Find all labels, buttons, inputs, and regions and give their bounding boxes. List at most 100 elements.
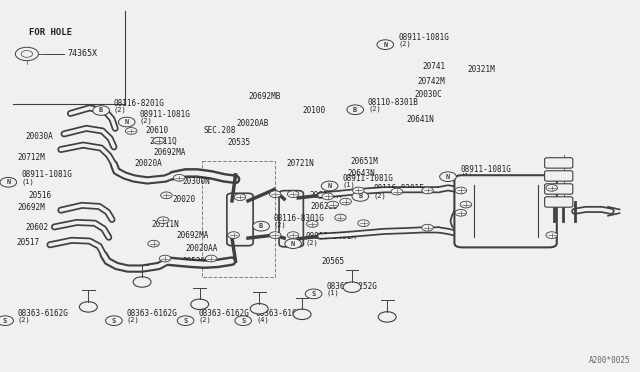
Text: 20602: 20602 — [26, 224, 49, 232]
Text: 20517: 20517 — [16, 238, 39, 247]
FancyBboxPatch shape — [279, 190, 303, 247]
Text: S: S — [184, 318, 188, 324]
Text: SEC.208: SEC.208 — [204, 126, 236, 135]
Circle shape — [177, 316, 194, 326]
Circle shape — [0, 316, 13, 326]
Text: N: N — [328, 183, 332, 189]
Circle shape — [93, 106, 109, 115]
Text: 20622D: 20622D — [310, 202, 338, 211]
Text: (2): (2) — [373, 192, 386, 199]
FancyBboxPatch shape — [545, 184, 573, 194]
Text: 08363-6162G: 08363-6162G — [127, 309, 177, 318]
Circle shape — [460, 201, 472, 208]
Circle shape — [125, 128, 137, 134]
Circle shape — [205, 255, 217, 262]
Circle shape — [173, 174, 185, 181]
Text: B: B — [353, 107, 357, 113]
Circle shape — [347, 105, 364, 115]
Text: B: B — [99, 108, 103, 113]
Text: 20741: 20741 — [422, 62, 445, 71]
Circle shape — [148, 240, 159, 247]
Circle shape — [228, 232, 239, 238]
Text: N: N — [6, 179, 10, 185]
Circle shape — [15, 47, 38, 61]
Circle shape — [253, 221, 269, 231]
Circle shape — [153, 137, 164, 144]
Text: 08911-1081G: 08911-1081G — [398, 33, 449, 42]
Circle shape — [358, 220, 369, 227]
Text: FOR HOLE: FOR HOLE — [29, 28, 72, 37]
Text: (2): (2) — [398, 41, 411, 47]
Circle shape — [546, 185, 557, 191]
Text: 20300N: 20300N — [182, 177, 210, 186]
Circle shape — [307, 221, 318, 227]
Circle shape — [352, 192, 369, 201]
Text: S: S — [112, 318, 116, 324]
Circle shape — [118, 117, 135, 127]
Circle shape — [287, 191, 299, 198]
Circle shape — [377, 40, 394, 49]
Text: 08116-8201G: 08116-8201G — [114, 99, 164, 108]
Text: B: B — [358, 193, 362, 199]
Text: 20742M: 20742M — [418, 77, 445, 86]
Text: N: N — [291, 241, 295, 247]
Text: (2): (2) — [306, 240, 319, 246]
Text: 08363-6162G: 08363-6162G — [256, 309, 307, 318]
Text: 08110-8301B: 08110-8301B — [368, 98, 419, 107]
Text: N: N — [446, 174, 450, 180]
Circle shape — [378, 312, 396, 322]
Circle shape — [546, 232, 557, 238]
Text: 20610: 20610 — [146, 126, 169, 135]
Text: 20020AB: 20020AB — [237, 119, 269, 128]
Text: 20610+A: 20610+A — [309, 191, 342, 200]
Text: B: B — [259, 223, 263, 229]
Circle shape — [293, 309, 311, 320]
Circle shape — [340, 198, 351, 205]
FancyBboxPatch shape — [227, 193, 253, 246]
Text: (2): (2) — [274, 222, 287, 228]
Circle shape — [269, 191, 281, 198]
Circle shape — [321, 181, 338, 191]
Text: (2): (2) — [368, 106, 381, 112]
Circle shape — [455, 187, 467, 194]
Text: 20692MA: 20692MA — [176, 231, 209, 240]
FancyBboxPatch shape — [545, 158, 573, 168]
Text: (2): (2) — [114, 106, 127, 113]
Circle shape — [159, 255, 171, 262]
Circle shape — [234, 194, 246, 201]
Circle shape — [343, 282, 361, 292]
Circle shape — [353, 187, 364, 194]
Text: 20030C: 20030C — [415, 90, 442, 99]
Text: (1): (1) — [326, 290, 339, 296]
Text: 20020A: 20020A — [134, 159, 162, 168]
Text: 20511N: 20511N — [151, 220, 179, 229]
Text: 20692M: 20692M — [18, 203, 45, 212]
Text: (2): (2) — [127, 317, 140, 323]
Text: 20721N: 20721N — [287, 159, 314, 168]
Text: 20535: 20535 — [227, 138, 250, 147]
Text: 08911-1081G: 08911-1081G — [342, 174, 393, 183]
Text: (1): (1) — [21, 178, 34, 185]
Circle shape — [269, 232, 281, 238]
Circle shape — [191, 299, 209, 310]
Text: 08116-8301G: 08116-8301G — [274, 214, 324, 223]
Text: 20020AA: 20020AA — [186, 244, 218, 253]
Text: 20565: 20565 — [321, 257, 344, 266]
Circle shape — [287, 232, 299, 238]
Circle shape — [391, 188, 403, 195]
Circle shape — [235, 316, 252, 326]
Text: (2): (2) — [140, 118, 152, 124]
Text: 08363-6162G: 08363-6162G — [198, 309, 249, 318]
Circle shape — [305, 289, 322, 299]
Circle shape — [79, 302, 97, 312]
Text: 20711Q: 20711Q — [149, 137, 177, 146]
FancyBboxPatch shape — [454, 175, 557, 247]
Text: N: N — [383, 42, 387, 48]
Text: 20712M: 20712M — [18, 153, 45, 162]
Text: 20020: 20020 — [173, 195, 196, 204]
Circle shape — [0, 177, 17, 187]
Text: 08911-1081G: 08911-1081G — [140, 110, 190, 119]
Text: 08911-5401A: 08911-5401A — [306, 232, 356, 241]
Circle shape — [440, 172, 456, 182]
Circle shape — [106, 316, 122, 326]
